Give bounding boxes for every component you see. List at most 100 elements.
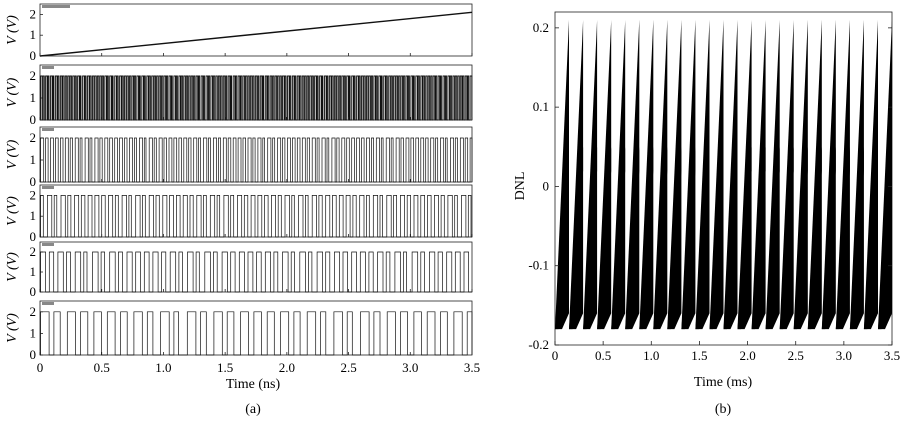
dnl-tooth-upper xyxy=(695,19,710,330)
subplot-2-y-axis-label: V (V) xyxy=(5,77,20,107)
subplot-5-pulse-trace xyxy=(40,251,472,293)
subplot-4-ytick-label: 0 xyxy=(30,229,37,244)
subplot-4-ytick-label: 1 xyxy=(30,208,37,223)
dnl-tooth-upper xyxy=(555,19,569,330)
dnl-tooth-lower xyxy=(878,146,892,330)
subplot-2-pulse-trace xyxy=(40,75,473,121)
dnl-tooth-upper xyxy=(821,19,836,330)
subplot-4: 0 1 2 V (V) xyxy=(5,184,473,244)
panel-b-xtick-label: 2.0 xyxy=(739,348,755,363)
dnl-tooth-upper xyxy=(737,19,752,330)
dnl-tooth-upper xyxy=(849,19,864,330)
panel-b-xtick-label: 3.5 xyxy=(884,348,900,363)
panel-b-ytick-label: 0.1 xyxy=(533,99,549,114)
dnl-tooth-upper xyxy=(793,19,808,330)
subplot-6-ytick-label: 2 xyxy=(30,304,37,319)
panel-a-xtick-label: 3.0 xyxy=(402,360,418,375)
subplot-6-pulse-trace xyxy=(40,311,473,356)
dnl-tooth-upper xyxy=(569,19,584,330)
dnl-tooth-upper xyxy=(765,19,780,330)
subplot-4-ytick-label: 2 xyxy=(30,187,37,202)
dnl-tooth-lower xyxy=(583,146,598,330)
panel-b-ytick-label: -0.2 xyxy=(528,337,549,352)
dnl-tooth-upper xyxy=(653,19,668,330)
subplot-2-ytick-label: 2 xyxy=(30,68,37,83)
panel-a-xtick-label: 1.0 xyxy=(155,360,171,375)
subplot-2-ytick-label: 1 xyxy=(30,90,37,105)
dnl-tooth-lower xyxy=(555,146,569,330)
subplot-1-ytick-label: 2 xyxy=(30,6,37,21)
panel-a-xtick-label: 0 xyxy=(37,360,44,375)
subplot-1-frame xyxy=(39,3,473,57)
panel-b-xtick-label: 0 xyxy=(552,348,559,363)
dnl-tooth-upper xyxy=(751,19,766,330)
dnl-tooth-upper xyxy=(597,19,612,330)
subplot-2-ytick-label: 0 xyxy=(30,112,37,127)
panel-a-xtick-label: 3.5 xyxy=(464,360,480,375)
dnl-tooth-lower xyxy=(639,146,654,330)
dnl-tooth-upper xyxy=(583,19,598,330)
dnl-tooth-lower xyxy=(611,146,626,330)
dnl-tooth-upper xyxy=(611,19,626,330)
panel-b-ytick-label: 0.2 xyxy=(533,20,549,35)
dnl-tooth-lower xyxy=(737,146,752,330)
dnl-tooth-lower xyxy=(625,146,640,330)
dnl-tooth-lower xyxy=(597,146,612,330)
panel-b-ytick-label: 0 xyxy=(543,178,550,193)
panel-b-x-axis-label: Time (ms) xyxy=(694,375,753,390)
panel-b-xtick-label: 3.0 xyxy=(836,348,852,363)
dnl-tooth-upper xyxy=(779,19,794,330)
subplot-3-pulse-trace xyxy=(40,137,473,183)
panel-b-xtick-label: 1.0 xyxy=(643,348,659,363)
panel-a-xtick-label: 2.0 xyxy=(279,360,295,375)
panel-b-y-axis-label: DNL xyxy=(513,172,528,201)
dnl-tooth-upper xyxy=(639,19,654,330)
subplot-6-frame xyxy=(39,300,473,356)
dnl-tooth-lower xyxy=(863,146,878,330)
dnl-tooth-upper xyxy=(709,19,724,330)
panel-a-xtick-label: 1.5 xyxy=(217,360,233,375)
panel-a-xtick-label: 2.5 xyxy=(340,360,356,375)
subplot-5-trace-label xyxy=(42,243,54,246)
dnl-tooth-lower xyxy=(821,146,836,330)
panel-b-ytick-label: -0.1 xyxy=(528,258,549,273)
subplot-3-ytick-label: 2 xyxy=(30,130,37,145)
subplot-6-ytick-label: 0 xyxy=(30,347,37,362)
dnl-tooth-lower xyxy=(793,146,808,330)
dnl-tooth-lower xyxy=(695,146,710,330)
dnl-tooth-upper xyxy=(667,19,682,330)
subplot-5-y-axis-label: V (V) xyxy=(5,252,20,282)
dnl-tooth-upper xyxy=(807,19,822,330)
dnl-tooth-upper xyxy=(723,19,738,330)
subplot-1-trace-label xyxy=(42,5,70,8)
dnl-tooth-lower xyxy=(849,146,864,330)
dnl-tooth-lower xyxy=(681,146,696,330)
subplot-4-trace-label xyxy=(42,186,54,189)
dnl-tooth-lower xyxy=(779,146,794,330)
subplot-3-y-axis-label: V (V) xyxy=(5,139,20,169)
dnl-tooth-lower xyxy=(765,146,780,330)
panel-a-caption: (a) xyxy=(245,402,261,417)
panel-a: 0 1 2 V (V) 0 1 2 V (V) 0 1 2 V (V) 0 1 2 V (V) 0 1 2 V (V)… xyxy=(5,3,480,375)
subplot-3-trace-label xyxy=(42,128,54,131)
panel-b-xtick-label: 1.5 xyxy=(691,348,707,363)
panel-b: -0.2 -0.1 0 0.1 0.2 0 0.5 1.0 1.5 2.0 2.5 3.0 3.5 xyxy=(528,11,900,363)
dnl-tooth-lower xyxy=(709,146,724,330)
dnl-tooth-upper xyxy=(863,19,878,330)
subplot-5-ytick-label: 0 xyxy=(30,284,37,299)
subplot-4-y-axis-label: V (V) xyxy=(5,196,20,226)
subplot-1: 0 1 2 V (V) xyxy=(5,3,473,63)
dnl-tooth-lower xyxy=(807,146,822,330)
subplot-3-ytick-label: 0 xyxy=(30,174,37,189)
dnl-tooth-upper xyxy=(681,19,696,330)
subplot-1-y-axis-label: V (V) xyxy=(5,15,20,45)
subplot-3: 0 1 2 V (V) xyxy=(5,126,473,189)
subplot-5-ytick-label: 1 xyxy=(30,264,37,279)
dnl-sawtooth-trace xyxy=(555,19,892,330)
dnl-tooth-upper xyxy=(625,19,640,330)
panel-a-xtick-label: 0.5 xyxy=(94,360,110,375)
subplot-6-y-axis-label: V (V) xyxy=(5,313,20,343)
dnl-tooth-lower xyxy=(723,146,738,330)
dnl-tooth-lower xyxy=(751,146,766,330)
subplot-5: 0 1 2 V (V) xyxy=(5,241,473,299)
